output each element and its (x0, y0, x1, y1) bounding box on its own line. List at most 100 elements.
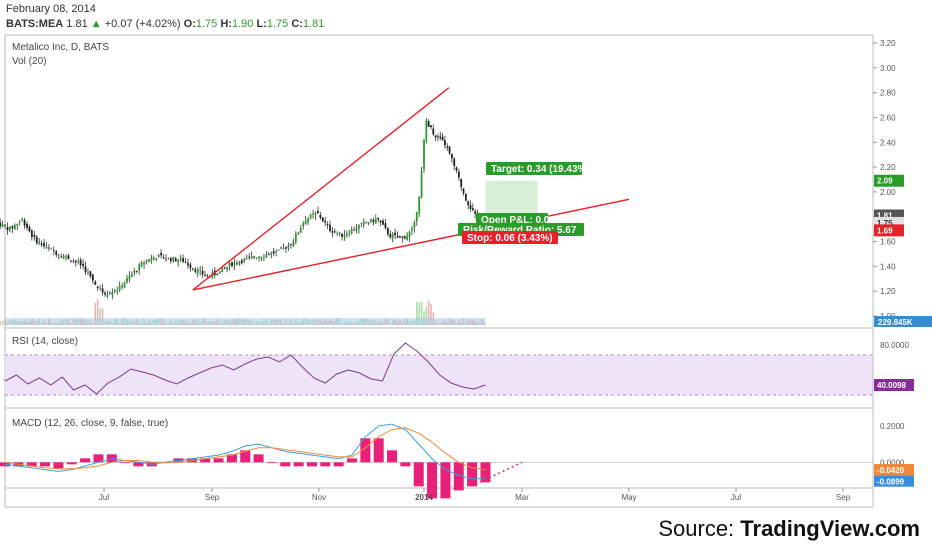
candle-body (457, 171, 460, 178)
candle-body (77, 261, 80, 263)
candle-body (358, 225, 360, 229)
candle-body (453, 158, 456, 167)
macd-histogram-bar (480, 462, 491, 483)
macd-signal-badge-bg (874, 463, 914, 476)
candle-body (82, 263, 84, 267)
candle-body (469, 205, 472, 209)
macd-value-badge-bg (874, 475, 914, 487)
candle-body (399, 236, 401, 238)
annotation-label: Stop: 0.06 (3.43%) (467, 233, 553, 244)
candle-body (415, 211, 418, 222)
macd-title: MACD (12, 26, close, 9, false, true) (12, 418, 168, 429)
candle-body (21, 218, 24, 221)
candle-body (280, 247, 283, 249)
macd-histogram-bar (40, 462, 51, 467)
macd-histogram-bar (80, 458, 91, 463)
source-name: TradingView.com (740, 516, 920, 541)
candle-body (0, 222, 2, 227)
macd-histogram-bar (320, 462, 331, 467)
macd-histogram-bar (266, 462, 277, 464)
candle-body (35, 236, 38, 244)
candle-body (28, 226, 31, 232)
volume-bar (1, 320, 4, 325)
price-tick-label: 2.60 (880, 113, 896, 122)
axes: 1.001.201.401.601.802.002.202.402.602.80… (99, 35, 896, 507)
candle-body (448, 146, 451, 154)
candle-body (292, 241, 295, 247)
macd-histogram-bar (253, 454, 264, 463)
candle-body (165, 258, 167, 260)
candle-body (226, 266, 228, 270)
time-tick-label: Jul (731, 493, 741, 502)
candle-body (106, 294, 109, 297)
candle-body (250, 256, 253, 259)
candle-body (194, 269, 197, 272)
candle-body (372, 219, 375, 223)
candle-body (260, 256, 263, 259)
candle-body (290, 244, 292, 246)
macd-histogram-bar (280, 462, 291, 467)
volume-bar (418, 302, 420, 325)
macd-signal-badge: -0.0420 (877, 466, 905, 475)
candle-body (418, 196, 421, 214)
candle-body (4, 225, 6, 226)
candle-body (187, 262, 189, 266)
macd-histogram-bar (400, 462, 411, 467)
candle-body (411, 228, 413, 231)
candle-body (389, 233, 392, 238)
candle-body (155, 259, 158, 260)
candle-body (437, 136, 439, 138)
macd-histogram-bar (66, 462, 77, 465)
candle-body (206, 275, 209, 277)
price-tick-label: 1.20 (880, 287, 896, 296)
rsi-value-badge: 40.0098 (877, 381, 906, 390)
candle-body (116, 289, 119, 291)
candle-body (52, 250, 55, 252)
trendlines[interactable] (192, 87, 630, 291)
macd-histogram-bar (26, 462, 37, 467)
macd-histogram-bar (240, 450, 251, 463)
candle-body (43, 243, 45, 247)
last-price: 1.81 (66, 18, 88, 30)
candle-body (314, 212, 317, 216)
candle-body (148, 259, 150, 261)
candle-body (216, 273, 219, 276)
macd-histogram-bar (200, 458, 211, 463)
candle-body (38, 241, 41, 244)
candle-body (248, 256, 251, 258)
candle-body (382, 220, 384, 225)
trade-annotations[interactable]: Target: 0.34 (19.43%) Open P&L: 0.06Risk/… (458, 162, 590, 244)
candle-body (201, 270, 204, 275)
candle-body (223, 267, 226, 269)
candle-body (321, 217, 324, 222)
rsi-line (4, 342, 486, 395)
candle-body (30, 230, 33, 237)
candle-body (94, 281, 97, 285)
candle-body (167, 257, 170, 259)
candle-body (245, 257, 248, 259)
close-value: 1.81 (302, 18, 325, 30)
time-tick-label: Mar (515, 493, 529, 502)
candle-body (70, 260, 72, 262)
candle-body (441, 136, 444, 141)
candle-body (255, 257, 258, 259)
volume-bar (101, 308, 104, 325)
candle-body (104, 292, 106, 295)
volume-bar (420, 301, 423, 325)
candle-body (379, 220, 382, 223)
volume-bar (99, 308, 101, 325)
candle-body (460, 179, 463, 187)
candle-body (345, 233, 348, 236)
candle-body (391, 234, 394, 239)
volume-bar (430, 304, 432, 325)
candle-body (302, 223, 305, 227)
candle-body (272, 251, 275, 254)
macd-histogram-bar (333, 462, 344, 467)
time-tick-label: 2014 (415, 493, 433, 502)
rsi-value-badge-bg (874, 379, 914, 391)
macd-histogram-bar (306, 462, 317, 467)
price-tick-label: 2.00 (880, 188, 896, 197)
price-tick-label: 1.60 (880, 238, 896, 247)
macd-histogram-bar (373, 438, 384, 463)
